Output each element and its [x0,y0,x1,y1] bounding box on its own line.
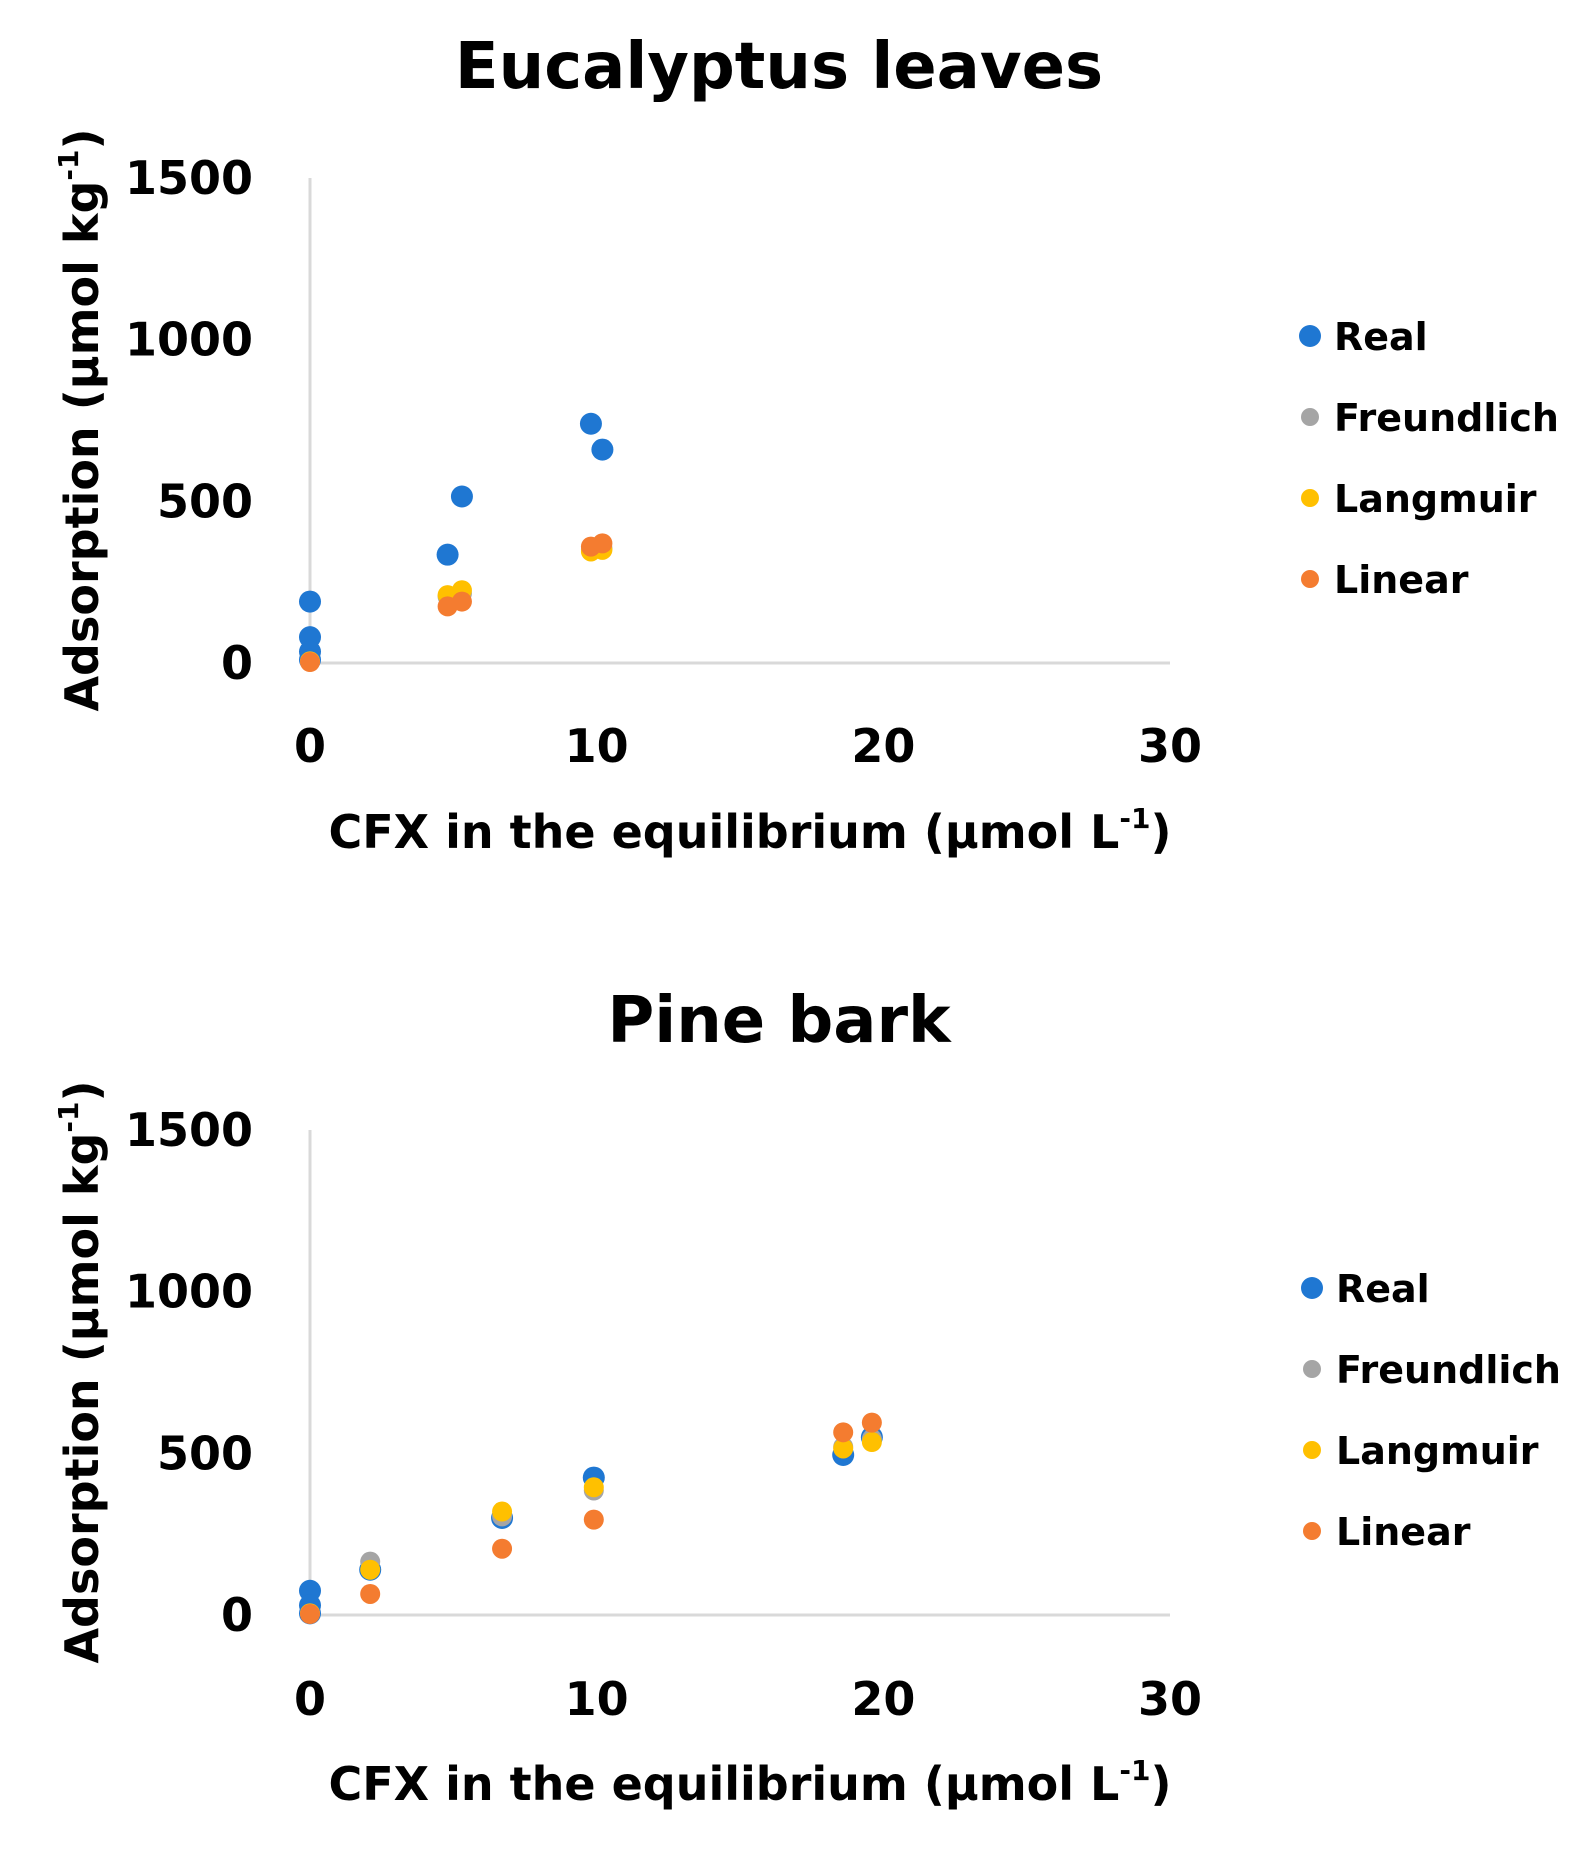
data-point-real [450,485,473,508]
chart-title: Eucalyptus leaves [455,30,1103,104]
y-tick-label: 1000 [125,1265,253,1319]
data-point-linear [300,652,320,673]
x-tick-label: 0 [294,719,326,773]
data-point-real [579,412,602,435]
y-axis-label: Adsorption (µmol kg-1) [52,1080,109,1663]
x-axis-label: CFX in the equilibrium (µmol L-1) [328,802,1171,859]
x-axis-label-sup: -1 [1119,802,1150,835]
y-tick-label: 0 [221,1588,253,1642]
legend: Real Freundlich Langmuir Linear [1299,315,1559,602]
y-axis-label-sup: -1 [52,1101,85,1132]
legend-marker-langmuir [1303,1441,1321,1459]
legend-marker-freundlich [1303,1360,1321,1378]
y-axis-label-end: ) [55,1080,109,1101]
x-tick-label: 20 [851,719,915,773]
x-axis-label: CFX in the equilibrium (µmol L-1) [328,1754,1171,1811]
series-real [299,412,614,671]
y-tick-label: 0 [221,636,253,690]
x-axis-label-text: CFX in the equilibrium (µmol L [328,805,1119,859]
x-tick-label: 10 [565,1672,629,1726]
y-axis-label-text: Adsorption (µmol kg [55,1133,109,1664]
legend-marker-real [1299,325,1321,347]
data-point-real [436,543,459,566]
data-point-langmuir [360,1559,381,1580]
chart-title: Pine bark [607,984,952,1058]
y-axis-label-end: ) [55,128,109,149]
x-axis-label-end: ) [1150,1757,1171,1811]
legend-label-langmuir: Langmuir [1336,1429,1539,1473]
data-point-langmuir [583,1477,604,1498]
data-point-linear [861,1412,882,1433]
data-point-langmuir [833,1438,854,1459]
y-tick-label: 1500 [125,151,253,205]
series-linear [300,533,613,673]
legend-marker-linear [1303,1522,1321,1540]
y-axis-label-text: Adsorption (µmol kg [55,181,109,712]
x-axis-label-end: ) [1150,805,1171,859]
legend-marker-linear [1301,570,1319,588]
chart-panel-2: Pine bark 0 500 1000 1500 0 10 20 30 CFX in the e… [52,984,1561,1811]
series-linear [300,1412,882,1625]
data-point-real [591,438,614,461]
data-point-linear [833,1422,854,1443]
data-point-langmuir [492,1501,513,1522]
chart-panel-1: Eucalyptus leaves 0 500 1000 1500 0 10 20 30 CFX … [52,30,1559,859]
data-point-langmuir [861,1432,882,1453]
y-tick-label: 1500 [125,1103,253,1157]
x-axis-label-text: CFX in the equilibrium (µmol L [328,1757,1119,1811]
data-point-real [299,590,321,613]
data-point-linear [451,591,472,612]
x-axis-label-sup: -1 [1119,1754,1150,1787]
x-tick-label: 30 [1138,719,1202,773]
legend-marker-freundlich [1301,408,1319,426]
legend-label-real: Real [1336,1267,1430,1311]
legend-label-langmuir: Langmuir [1334,477,1537,521]
x-tick-label: 30 [1138,1672,1202,1726]
y-tick-label: 1000 [125,313,253,367]
legend-label-linear: Linear [1334,558,1469,602]
data-point-linear [592,533,613,554]
legend: Real Freundlich Langmuir Linear [1301,1267,1561,1554]
legend-label-freundlich: Freundlich [1336,1348,1561,1392]
legend-label-linear: Linear [1336,1510,1471,1554]
y-tick-label: 500 [157,1426,253,1480]
legend-marker-langmuir [1301,489,1319,507]
y-axis-label-sup: -1 [52,149,85,180]
legend-label-freundlich: Freundlich [1334,396,1559,440]
data-point-linear [492,1538,513,1559]
y-tick-label: 500 [157,474,253,528]
data-point-linear [583,1509,604,1530]
x-tick-label: 10 [565,719,629,773]
x-tick-label: 20 [851,1672,915,1726]
x-tick-label: 0 [294,1672,326,1726]
legend-marker-real [1301,1277,1323,1299]
legend-label-real: Real [1334,315,1428,359]
y-axis-label: Adsorption (µmol kg-1) [52,128,109,711]
data-point-linear [360,1583,381,1604]
data-point-linear [300,1604,320,1625]
